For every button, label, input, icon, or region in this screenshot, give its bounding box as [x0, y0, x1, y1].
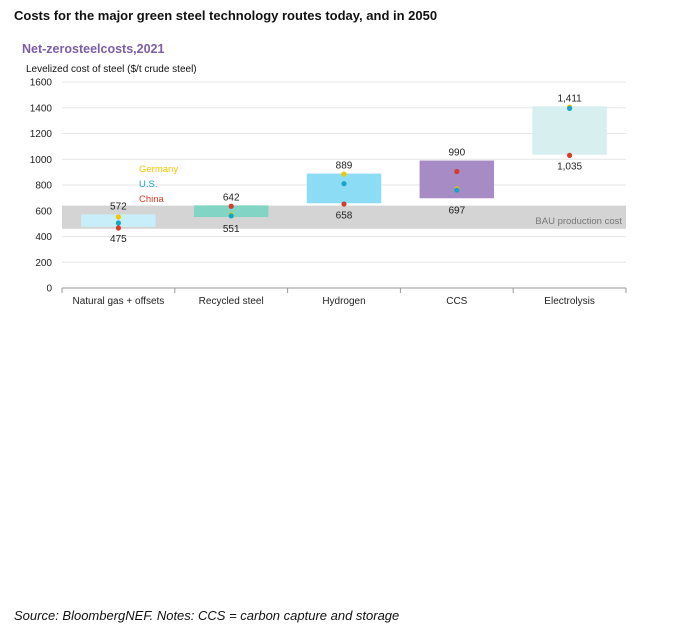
- high-value-label: 572: [110, 201, 127, 212]
- point-china: [567, 152, 573, 158]
- y-tick-label: 800: [35, 181, 52, 192]
- y-tick-label: 600: [35, 206, 52, 217]
- x-category-label: Hydrogen: [322, 296, 365, 307]
- x-category-label: Recycled steel: [199, 296, 264, 307]
- x-category-label: CCS: [446, 296, 467, 307]
- low-value-label: 551: [223, 224, 240, 235]
- point-germany: [341, 171, 347, 177]
- panel-title: Net-zerosteelcosts,2021: [22, 42, 164, 56]
- cost-range-bar: [532, 106, 607, 155]
- point-us: [341, 181, 347, 187]
- cost-range-bar: [193, 205, 269, 218]
- low-value-label: 658: [336, 210, 353, 221]
- x-category-label: Electrolysis: [544, 296, 595, 307]
- chart-2050: Net-zerosteelcosts,2050Levelized cost of…: [0, 0, 700, 320]
- bau-label: BAU production cost: [535, 216, 622, 227]
- y-tick-label: 400: [35, 232, 52, 243]
- chart-2021: Net-zerosteelcosts,2021 Levelized cost of…: [22, 42, 627, 307]
- page-title: Costs for the major green steel technolo…: [14, 8, 438, 23]
- point-us: [228, 213, 234, 219]
- source-note: Source: BloombergNEF. Notes: CCS = carbo…: [14, 608, 400, 623]
- point-china: [454, 168, 460, 175]
- high-value-label: 1,411: [557, 93, 582, 104]
- point-us: [454, 187, 460, 193]
- point-china: [228, 203, 234, 209]
- y-tick-label: 1400: [30, 103, 53, 114]
- point-germany: [115, 214, 121, 220]
- high-value-label: 642: [223, 192, 240, 203]
- point-china: [341, 201, 347, 207]
- legend-label: Germany: [139, 164, 178, 175]
- low-value-label: 475: [110, 234, 127, 245]
- point-us: [567, 105, 573, 111]
- legend-label: China: [139, 194, 165, 205]
- point-china: [115, 225, 121, 231]
- x-category-label: Natural gas + offsets: [72, 296, 164, 307]
- y-tick-label: 1600: [30, 78, 53, 89]
- y-tick-label: 0: [46, 284, 52, 295]
- high-value-label: 990: [448, 148, 465, 159]
- y-tick-label: 1000: [30, 155, 53, 166]
- legend-label: U.S.: [139, 179, 157, 190]
- low-value-label: 1,035: [557, 162, 582, 173]
- y-axis-label: Levelized cost of steel ($/t crude steel…: [26, 64, 197, 75]
- point-us: [115, 220, 121, 226]
- y-tick-label: 200: [35, 258, 52, 269]
- high-value-label: 889: [336, 161, 353, 172]
- low-value-label: 697: [448, 205, 465, 216]
- cost-range-bar: [306, 173, 382, 204]
- y-tick-label: 1200: [30, 129, 53, 140]
